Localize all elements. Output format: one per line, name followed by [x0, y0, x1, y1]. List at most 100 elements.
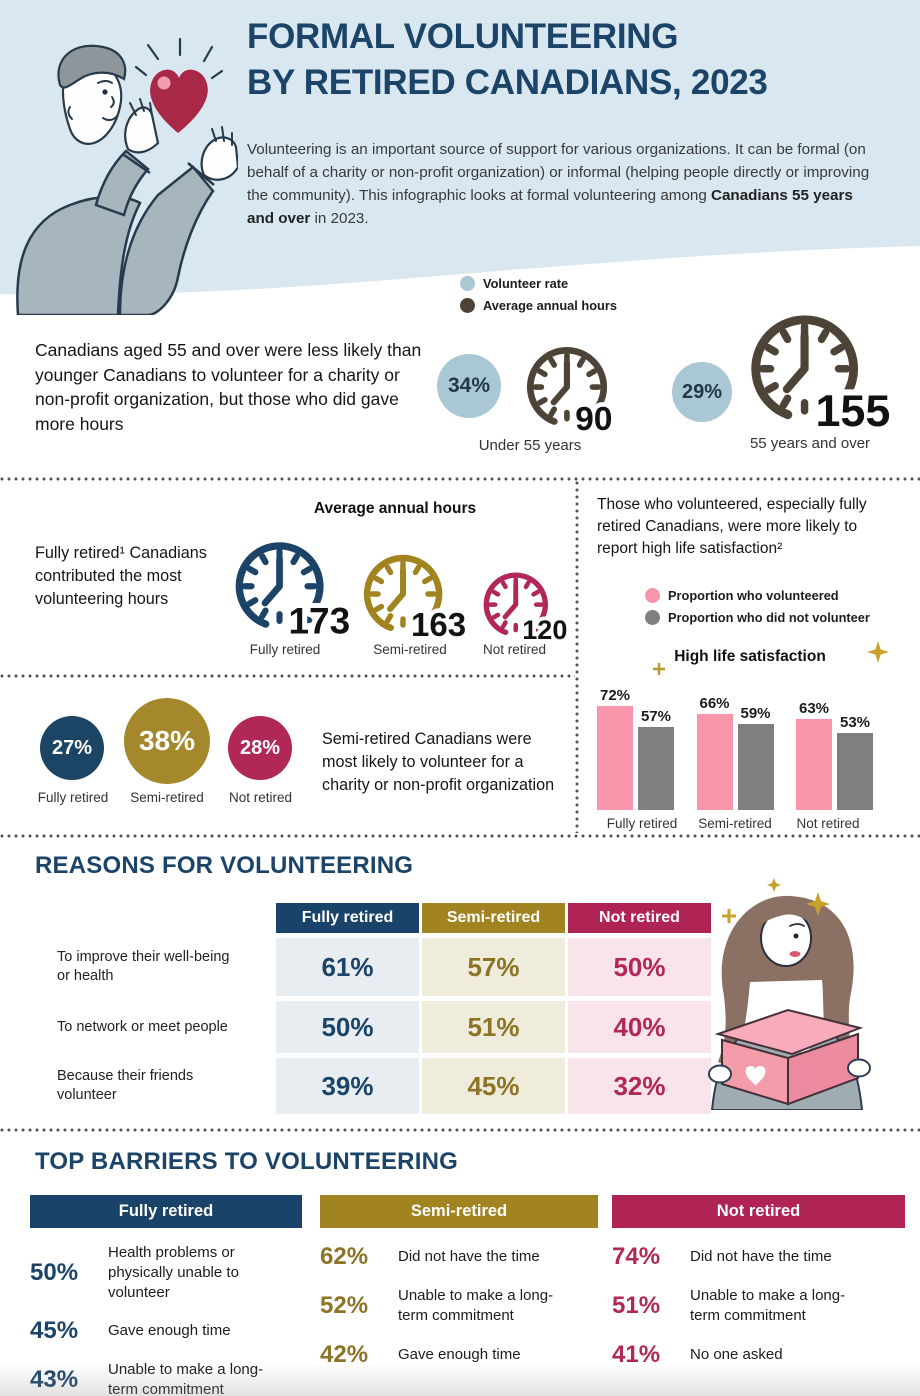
reasons-row-label: Because their friends volunteer	[57, 1068, 194, 1103]
reasons-heading: REASONS FOR VOLUNTEERING	[35, 852, 414, 879]
satisfaction-statement: Those who volunteered, especially fully …	[597, 496, 867, 557]
clock-icon-semi-retired: 163	[357, 542, 471, 648]
hours-value: 155	[815, 385, 890, 436]
legend-label: Proportion who volunteered	[668, 588, 839, 603]
under-55-label: Under 55 years	[478, 437, 582, 454]
reasons-row-label: To network or meet people	[57, 1018, 228, 1035]
bar-group-fully-retired: 72% 57%	[597, 687, 674, 810]
reasons-col-header-semi-retired: Semi-retired	[422, 903, 565, 933]
barrier-value: 51%	[612, 1291, 661, 1319]
volunteer-rate-55-over: 29%	[672, 362, 732, 422]
hours-statement: Fully retired¹ Canadians contributed the…	[35, 544, 207, 608]
clock-icon-fully-retired: 173	[228, 528, 355, 646]
bar-category-label: Not retired	[796, 816, 860, 831]
barrier-value: 43%	[30, 1366, 92, 1394]
bar-value-label: 72%	[599, 686, 631, 704]
barrier-label: Health problems or physically unable to …	[108, 1244, 239, 1301]
intro-text: Volunteering is an important source of s…	[247, 141, 870, 204]
volunteer-rate-dot-icon	[460, 276, 475, 291]
reasons-col-header-fully-retired: Fully retired	[276, 903, 419, 933]
barriers-col-header: Semi-retired	[320, 1195, 598, 1228]
legend-label: Average annual hours	[483, 298, 617, 313]
hours-value: 173	[288, 600, 350, 641]
barrier-value: 41%	[612, 1340, 661, 1368]
rate-circle-semi-retired: 38%	[124, 698, 210, 784]
bar-value-label: 63%	[798, 699, 830, 717]
man-holding-heart-illustration	[16, 37, 238, 315]
legend-item-did-not-volunteer: Proportion who did not volunteer	[645, 610, 870, 625]
reasons-cell: 50%	[568, 938, 711, 996]
legend-label: Proportion who did not volunteer	[668, 610, 870, 625]
barrier-label: Gave enough time	[108, 1322, 231, 1340]
barrier-label: Unable to make a long-term commitment	[108, 1360, 268, 1396]
barrier-value: 42%	[320, 1340, 369, 1368]
did-not-volunteer-dot-icon	[645, 610, 660, 625]
satisfaction-bar-chart: 72% 57% 66% 59% 63% 53%	[597, 687, 873, 810]
dotted-divider-horizontal	[0, 834, 920, 838]
barrier-item: 43% Unable to make a long-term commitmen…	[30, 1360, 302, 1396]
chart-title-text: High life satisfaction	[674, 648, 826, 665]
barrier-value: 45%	[30, 1317, 79, 1345]
rate-value: 38%	[138, 725, 196, 756]
reasons-cell: 45%	[422, 1058, 565, 1114]
rate-value: 28%	[239, 736, 281, 759]
header-banner	[0, 0, 920, 295]
barrier-item: 74% Did not have the time	[612, 1243, 905, 1271]
bar-group-not-retired: 63% 53%	[796, 700, 873, 810]
clock-label-fully-retired: Fully retired	[249, 642, 321, 657]
bar-value-label: 57%	[640, 708, 672, 726]
barrier-value: 52%	[320, 1291, 369, 1319]
legend-item-annual-hours: Average annual hours	[460, 298, 617, 313]
rate-statement: Semi-retired Canadians were most likely …	[322, 730, 555, 794]
barrier-label: Did not have the time	[690, 1248, 832, 1266]
volunteer-rate-under-55: 34%	[437, 354, 501, 418]
barriers-col-semi-retired: Semi-retired 62% Did not have the time 5…	[320, 1195, 598, 1369]
woman-holding-box-illustration	[708, 878, 871, 1110]
bar-value-label: 66%	[699, 695, 730, 713]
rate-value: 29%	[681, 380, 723, 403]
barrier-item: 41% No one asked	[612, 1341, 905, 1369]
barrier-item: 50% Health problems or physically unable…	[30, 1243, 302, 1302]
reasons-col-header-not-retired: Not retired	[568, 903, 711, 933]
satisfaction-chart-title: High life satisfaction	[592, 648, 908, 666]
barrier-value: 62%	[320, 1243, 369, 1270]
reasons-table: Fully retired Semi-retired Not retired T…	[35, 903, 711, 1114]
rate-value: 34%	[447, 374, 491, 397]
satisfaction-legend: Proportion who volunteered Proportion wh…	[645, 588, 870, 632]
reasons-cell: 32%	[568, 1058, 711, 1114]
rate-label-semi-retired: Semi-retired	[130, 790, 204, 805]
clock-label-semi-retired: Semi-retired	[373, 642, 447, 657]
intro-text-end: in 2023.	[310, 209, 369, 227]
bar-category-label: Semi-retired	[698, 816, 772, 831]
rate-label-fully-retired: Fully retired	[37, 790, 109, 805]
barrier-item: 42% Gave enough time	[320, 1341, 598, 1369]
barrier-label: Did not have the time	[398, 1248, 540, 1266]
legend-label: Volunteer rate	[483, 276, 569, 291]
barrier-value: 74%	[612, 1243, 661, 1270]
bar-did-not-volunteer: 53%	[837, 714, 873, 810]
dotted-divider-horizontal	[0, 1128, 920, 1132]
barrier-item: 51% Unable to make a long-term commitmen…	[612, 1286, 905, 1326]
clock-icon-not-retired: 120	[478, 562, 571, 649]
reasons-cell: 39%	[276, 1058, 419, 1114]
reasons-cell: 51%	[422, 1001, 565, 1053]
legend-item-volunteered: Proportion who volunteered	[645, 588, 870, 603]
bar-category-labels: Fully retired Semi-retired Not retired	[597, 816, 873, 831]
bar-value-label: 53%	[839, 714, 871, 732]
rate-value: 27%	[51, 736, 93, 759]
rate-label-not-retired: Not retired	[228, 790, 293, 805]
bar-group-semi-retired: 66% 59%	[696, 695, 774, 810]
intro-bold-text: Canadians 55 years and over	[247, 186, 853, 227]
rate-circle-not-retired: 28%	[228, 716, 292, 780]
page-title-line1: FORMAL VOLUNTEERING	[247, 17, 679, 56]
barrier-label: No one asked	[690, 1345, 783, 1363]
age-statement: Canadians aged 55 and over were less lik…	[35, 340, 422, 434]
barriers-heading: TOP BARRIERS TO VOLUNTEERING	[35, 1148, 458, 1175]
reasons-cell: 50%	[276, 1001, 419, 1053]
55-over-label: 55 years and over	[749, 435, 871, 452]
barrier-label: Unable to make a long-term commitment	[690, 1287, 846, 1324]
intro-paragraph: Volunteering is an important source of s…	[247, 139, 875, 230]
sparkle-icon	[806, 892, 830, 916]
bottom-page-fade	[0, 1364, 920, 1396]
page-title: FORMAL VOLUNTEERING BY RETIRED CANADIANS…	[247, 14, 907, 106]
